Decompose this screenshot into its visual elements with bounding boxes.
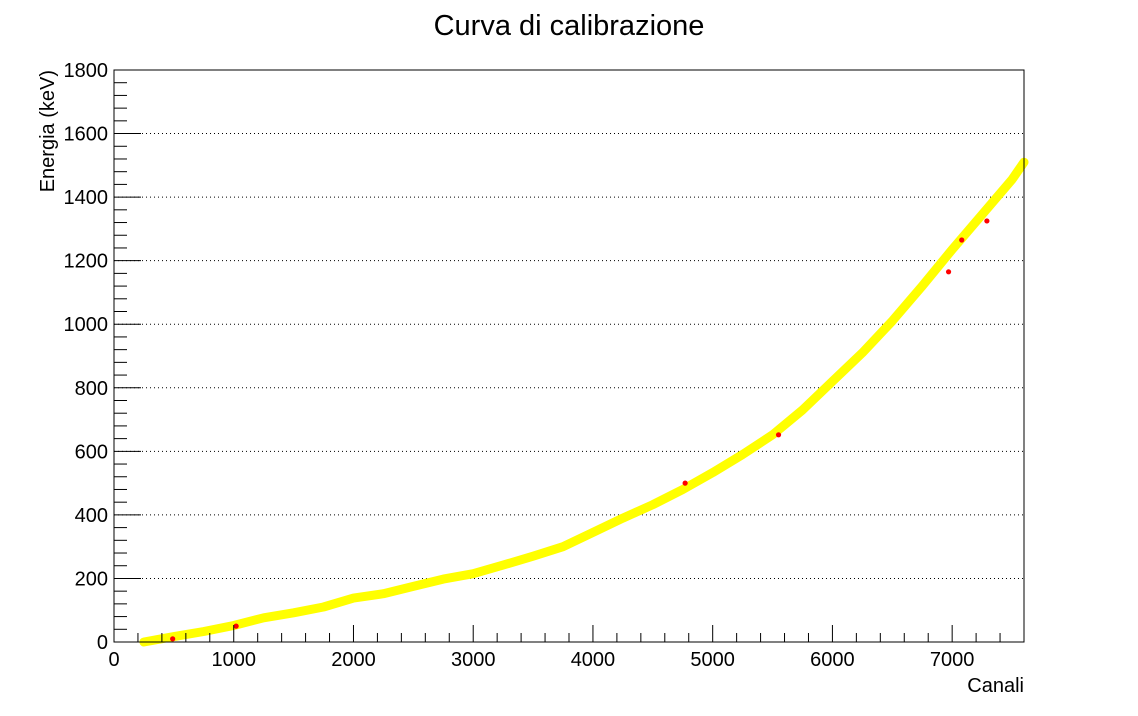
data-point: [170, 636, 176, 642]
x-tick-label: 5000: [690, 649, 735, 671]
chart-title: Curva di calibrazione: [434, 10, 705, 42]
series-layer: [139, 157, 1029, 647]
grid-lines: [114, 133, 1024, 579]
y-tick-label: 1400: [64, 187, 109, 209]
fit-curve: [139, 157, 1029, 647]
x-axis-label: Canali: [967, 675, 1024, 697]
x-tick-label: 6000: [810, 649, 855, 671]
x-tick-label: 4000: [571, 649, 616, 671]
y-tick-label: 800: [75, 378, 108, 400]
y-tick-label: 200: [75, 568, 108, 590]
axes: 0 200 400 600 800 1000 1200 1400 1600 1800 0 1000 20…: [64, 60, 1025, 671]
y-tick-label: 1600: [64, 124, 109, 146]
y-tick-label: 1800: [64, 60, 109, 82]
data-point: [682, 480, 688, 486]
y-tick-label: 1200: [64, 251, 109, 273]
x-tick-label: 3000: [451, 649, 496, 671]
x-tick-label: 2000: [331, 649, 376, 671]
x-tick-label: 1000: [211, 649, 256, 671]
data-point: [959, 237, 965, 243]
data-point: [984, 218, 990, 224]
data-point: [945, 269, 952, 275]
x-tick-label: 0: [108, 649, 119, 671]
plot-frame: [113, 69, 1025, 643]
data-point: [775, 432, 782, 438]
y-tick-label: 1000: [64, 314, 109, 336]
y-axis-label: Energia (keV): [37, 70, 59, 192]
data-point: [233, 623, 239, 629]
y-tick-label: 400: [75, 505, 108, 527]
x-tick-label: 7000: [930, 649, 975, 671]
y-tick-label: 600: [75, 441, 108, 463]
y-tick-label: 0: [97, 632, 108, 654]
